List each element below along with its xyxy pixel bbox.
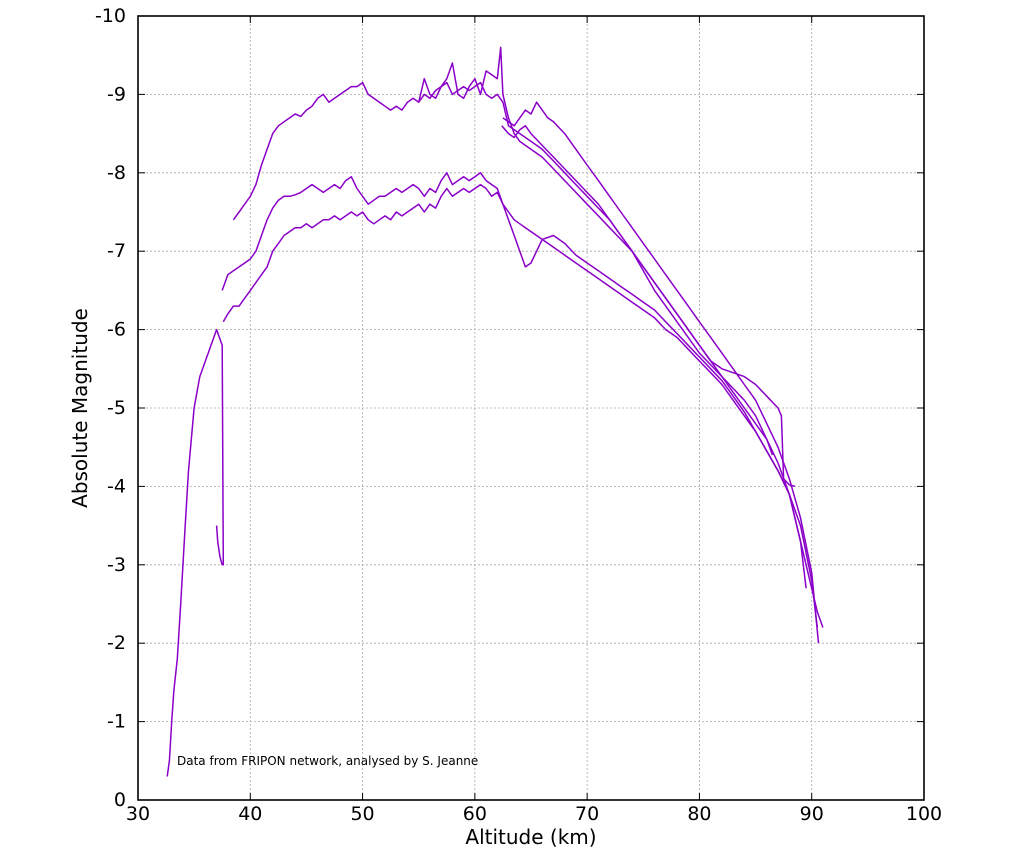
series-line-2 <box>222 183 824 628</box>
y-tick-label: -3 <box>107 554 126 576</box>
y-tick-label: -1 <box>107 711 126 733</box>
x-tick-label: 80 <box>687 803 711 825</box>
x-tick-label: 70 <box>575 803 599 825</box>
x-tick-label: 50 <box>350 803 374 825</box>
x-axis-tick-labels: 30 40 50 60 70 80 90 100 <box>126 803 942 825</box>
y-axis-label: Absolute Magnitude <box>68 308 92 508</box>
y-tick-label: -6 <box>107 319 126 341</box>
x-tick-label: 60 <box>463 803 487 825</box>
x-tick-label: 40 <box>238 803 262 825</box>
y-axis-tick-labels: 0 -1 -2 -3 -4 -5 -6 -7 -8 -9 -10 <box>95 5 126 811</box>
tick-marks <box>137 15 925 801</box>
x-axis-label: Altitude (km) <box>465 825 596 849</box>
x-tick-label: 100 <box>906 803 942 825</box>
y-tick-label: -4 <box>107 475 126 497</box>
y-tick-label: -2 <box>107 632 126 654</box>
data-source-annotation: Data from FRIPON network, analysed by S.… <box>177 754 478 768</box>
series-line-6 <box>502 101 820 644</box>
x-tick-label: 30 <box>126 803 150 825</box>
y-tick-label: -9 <box>107 83 126 105</box>
series-line-3 <box>221 172 819 628</box>
y-tick-label: -10 <box>95 5 126 27</box>
series-line-5 <box>417 46 796 488</box>
y-tick-label: 0 <box>114 789 126 811</box>
y-tick-label: -7 <box>107 240 126 262</box>
series-line-1 <box>166 328 225 777</box>
y-tick-label: -8 <box>107 162 126 184</box>
x-tick-label: 90 <box>800 803 824 825</box>
grid <box>138 16 924 800</box>
series-group <box>166 46 824 777</box>
y-tick-label: -5 <box>107 397 126 419</box>
series-line-7 <box>501 125 807 589</box>
